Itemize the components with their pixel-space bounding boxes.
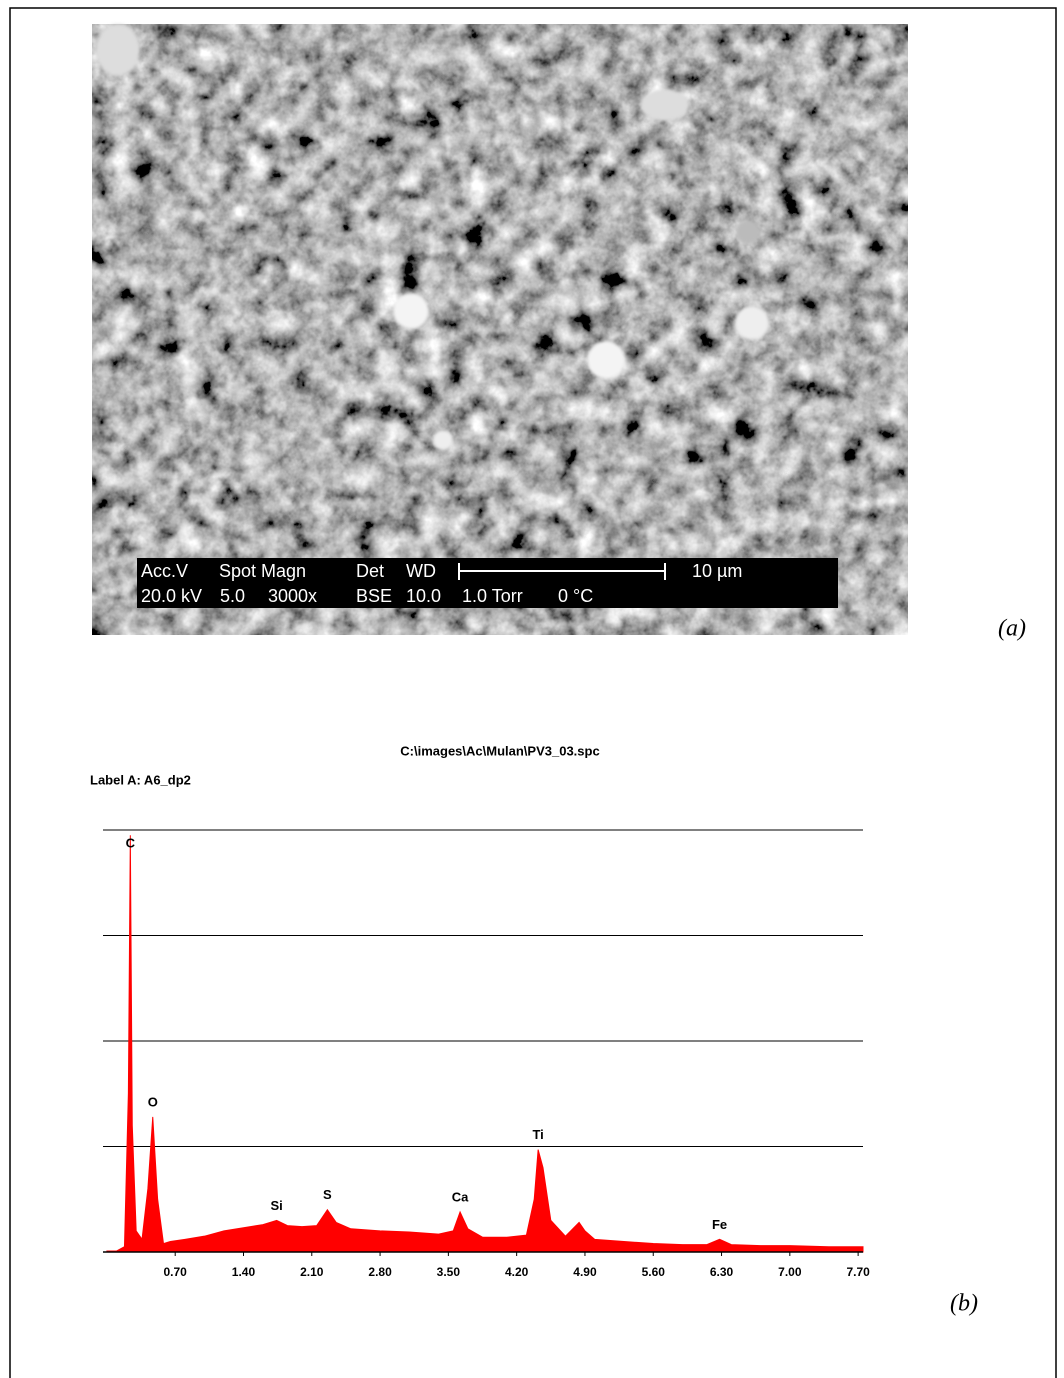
peak-label: C — [126, 835, 136, 850]
sem-texture — [92, 24, 908, 635]
x-tick-label: 0.70 — [164, 1265, 188, 1279]
x-tick-label: 1.40 — [232, 1265, 256, 1279]
panel-label: (a) — [998, 616, 1026, 642]
figure: Acc.V Spot Magn Det WD 10 µm 20.0 kV 5.0… — [0, 0, 1064, 1378]
info-label: Det — [356, 561, 384, 581]
chart-title: C:\images\Ac\Mulan\PV3_03.spc — [400, 743, 599, 758]
x-tick-label: 6.30 — [710, 1265, 734, 1279]
particle — [433, 430, 453, 450]
info-label: Acc.V — [141, 561, 188, 581]
particle — [641, 89, 689, 121]
scale-label: 10 µm — [692, 561, 742, 581]
peak-label: O — [148, 1094, 158, 1109]
x-tick-label: 7.00 — [778, 1265, 802, 1279]
peak-label: S — [323, 1187, 332, 1202]
info-label: WD — [406, 561, 436, 581]
info-value: 10.0 — [406, 586, 441, 606]
info-label: Spot Magn — [219, 561, 306, 581]
x-tick-label: 4.20 — [505, 1265, 529, 1279]
x-tick-label: 2.80 — [368, 1265, 392, 1279]
particle — [393, 293, 429, 329]
peak-label: Si — [271, 1198, 283, 1213]
info-value: 20.0 kV — [141, 586, 202, 606]
particle — [736, 220, 760, 244]
particle — [735, 306, 769, 340]
x-tick-label: 2.10 — [300, 1265, 324, 1279]
info-value: 5.0 — [220, 586, 245, 606]
info-value: 3000x — [268, 586, 317, 606]
x-tick-label: 7.70 — [846, 1265, 870, 1279]
particle — [96, 24, 140, 76]
info-value: 1.0 Torr — [462, 586, 523, 606]
spectrum — [107, 835, 863, 1252]
peak-label: Ti — [532, 1127, 543, 1142]
peak-label: Fe — [712, 1217, 727, 1232]
x-tick-label: 3.50 — [437, 1265, 461, 1279]
chart-subtitle: Label A: A6_dp2 — [90, 772, 191, 787]
x-tick-label: 4.90 — [573, 1265, 597, 1279]
particle — [587, 341, 625, 379]
panel-label: (b) — [950, 1291, 978, 1317]
info-value: 0 °C — [558, 586, 593, 606]
x-tick-label: 5.60 — [642, 1265, 666, 1279]
info-value: BSE — [356, 586, 392, 606]
peak-label: Ca — [452, 1189, 469, 1204]
page: Acc.V Spot Magn Det WD 10 µm 20.0 kV 5.0… — [0, 0, 1064, 1378]
